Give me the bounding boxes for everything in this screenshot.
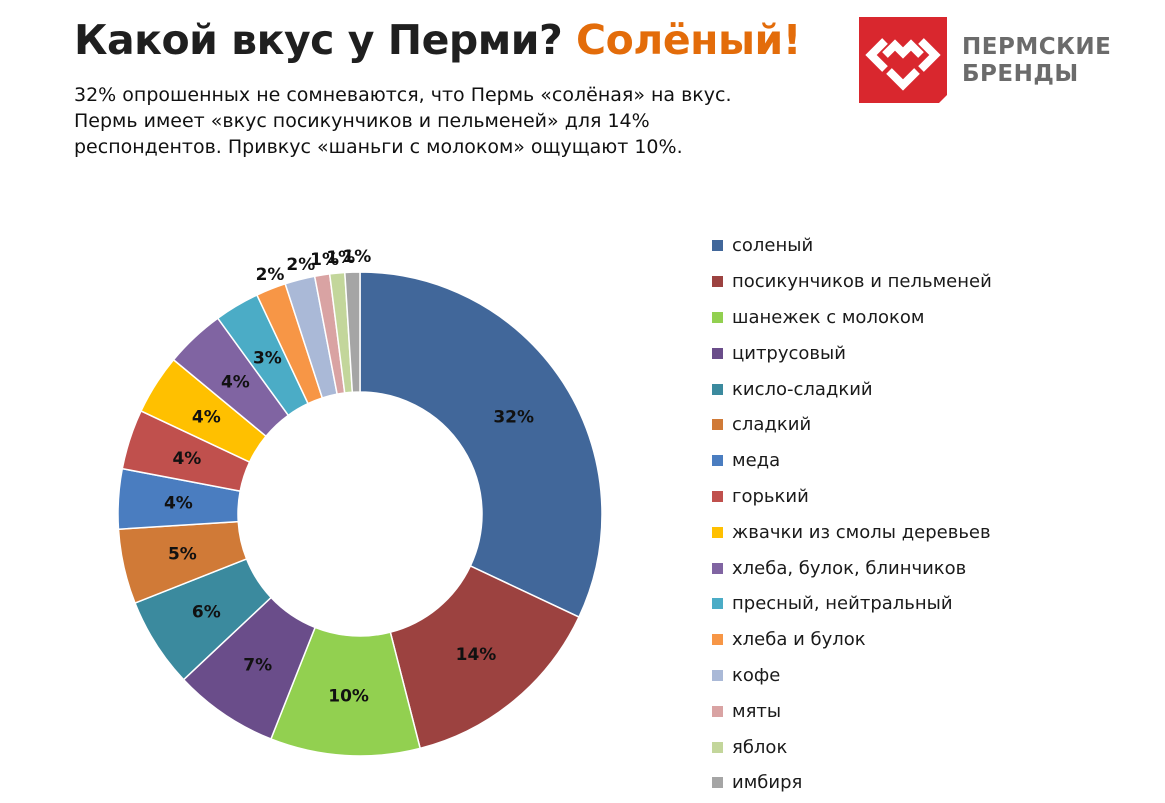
data-label-сладкий: 5% xyxy=(168,545,197,565)
legend-swatch xyxy=(712,669,723,681)
title-answer: Солёный! xyxy=(576,16,801,64)
data-label-меда: 4% xyxy=(164,494,193,514)
legend-swatch xyxy=(712,777,723,789)
data-label-хлеба-и-булок: 2% xyxy=(256,265,285,285)
legend-swatch xyxy=(712,598,723,610)
legend-item-горький: горький xyxy=(712,479,992,515)
legend-item-соленый: соленый xyxy=(712,228,992,264)
legend-item-хлеба-булок-блинчиков: хлеба, булок, блинчиков xyxy=(712,550,992,586)
legend-swatch xyxy=(712,741,723,753)
donut-slices xyxy=(117,271,603,757)
data-label-жвачки-из-смолы-деревьев: 4% xyxy=(192,408,221,428)
legend-label: кисло-сладкий xyxy=(732,378,873,400)
data-label-посикунчиков-и-пельменей: 14% xyxy=(456,645,497,665)
legend-swatch xyxy=(712,526,723,538)
page-title: Какой вкус у Перми? Солёный! xyxy=(74,16,801,64)
legend-label: пресный, нейтральный xyxy=(732,593,953,615)
brand-name-line-1: ПЕРМСКИЕ xyxy=(962,34,1112,60)
legend-item-кисло-сладкий: кисло-сладкий xyxy=(712,371,992,407)
legend-label: посикунчиков и пельменей xyxy=(732,271,992,293)
data-label-соленый: 32% xyxy=(493,408,534,428)
data-label-имбиря: 1% xyxy=(342,247,371,267)
subtitle-line-2: Пермь имеет «вкус посикунчиков и пельмен… xyxy=(74,110,650,132)
legend-item-шанежек-с-молоком: шанежек с молоком xyxy=(712,300,992,336)
legend-item-жвачки-из-смолы-деревьев: жвачки из смолы деревьев xyxy=(712,514,992,550)
slice-соленый xyxy=(359,271,603,619)
legend-label: шанежек с молоком xyxy=(732,306,925,328)
legend-item-имбиря: имбиря xyxy=(712,765,992,801)
brand-logo: ПЕРМСКИЕ БРЕНДЫ xyxy=(859,17,1149,103)
legend-item-мяты: мяты xyxy=(712,693,992,729)
legend-swatch xyxy=(712,490,723,502)
legend-swatch xyxy=(712,562,723,574)
legend-label: жвачки из смолы деревьев xyxy=(732,521,991,543)
legend-item-меда: меда xyxy=(712,443,992,479)
brand-name-line-2: БРЕНДЫ xyxy=(962,61,1079,87)
legend-label: горький xyxy=(732,485,809,507)
legend-label: сладкий xyxy=(732,414,812,436)
legend-swatch xyxy=(712,634,723,646)
legend-swatch xyxy=(712,311,723,323)
subtitle: 32% опрошенных не сомневаются, что Пермь… xyxy=(74,82,774,160)
donut-chart: 32%14%10%7%6%5%4%4%4%4%3%2% 2%1%1%1% xyxy=(117,247,603,757)
legend-swatch xyxy=(712,276,723,288)
data-labels: 32%14%10%7%6%5%4%4%4%4%3%2% 2%1%1%1% xyxy=(164,247,534,706)
data-label-шанежек-с-молоком: 10% xyxy=(328,687,369,707)
legend-label: хлеба, булок, блинчиков xyxy=(732,557,967,579)
brand-mark-icon xyxy=(859,17,947,103)
legend-swatch xyxy=(712,383,723,395)
legend-item-яблок: яблок xyxy=(712,729,992,765)
legend-label: кофе xyxy=(732,664,781,686)
data-label-хлеба-булок-блинчиков: 4% xyxy=(221,372,250,392)
data-label-горький: 4% xyxy=(172,449,201,469)
legend-swatch xyxy=(712,347,723,359)
legend-item-цитрусовый: цитрусовый xyxy=(712,335,992,371)
legend-item-посикунчиков-и-пельменей: посикунчиков и пельменей xyxy=(712,264,992,300)
legend-swatch xyxy=(712,455,723,467)
data-label-яблок: 1% xyxy=(326,248,355,268)
legend-label: яблок xyxy=(732,736,788,758)
legend-label: мяты xyxy=(732,700,782,722)
legend-label: соленый xyxy=(732,235,814,257)
subtitle-line-1: 32% опрошенных не сомневаются, что Пермь… xyxy=(74,84,732,106)
data-label-пресный-нейтральный: 3% xyxy=(253,348,282,368)
legend-label: хлеба и булок xyxy=(732,629,866,651)
legend-item-хлеба-и-булок: хлеба и булок xyxy=(712,622,992,658)
chart-legend: соленый посикунчиков и пельменей шанежек с… xyxy=(712,228,992,801)
data-label-цитрусовый: 7% xyxy=(243,656,272,676)
legend-item-кофе: кофе xyxy=(712,658,992,694)
slice-имбиря xyxy=(344,271,361,394)
legend-label: меда xyxy=(732,450,781,472)
data-label-мяты: 1% xyxy=(310,250,339,270)
legend-item-сладкий: сладкий xyxy=(712,407,992,443)
subtitle-line-3: респондентов. Привкус «шаньги с молоком»… xyxy=(74,136,683,158)
slice-посикунчиков-и-пельменей xyxy=(389,564,580,750)
legend-item-пресный-нейтральный: пресный, нейтральный xyxy=(712,586,992,622)
legend-swatch xyxy=(712,705,723,717)
data-label-кисло-сладкий: 6% xyxy=(192,603,221,623)
data-label-кофе: 2% xyxy=(286,255,315,275)
brand-name: ПЕРМСКИЕ БРЕНДЫ xyxy=(962,34,1111,88)
title-question: Какой вкус у Перми? xyxy=(74,16,563,64)
legend-label: цитрусовый xyxy=(732,342,846,364)
legend-swatch xyxy=(712,419,723,431)
legend-swatch xyxy=(712,240,723,252)
legend-label: имбиря xyxy=(732,772,803,794)
